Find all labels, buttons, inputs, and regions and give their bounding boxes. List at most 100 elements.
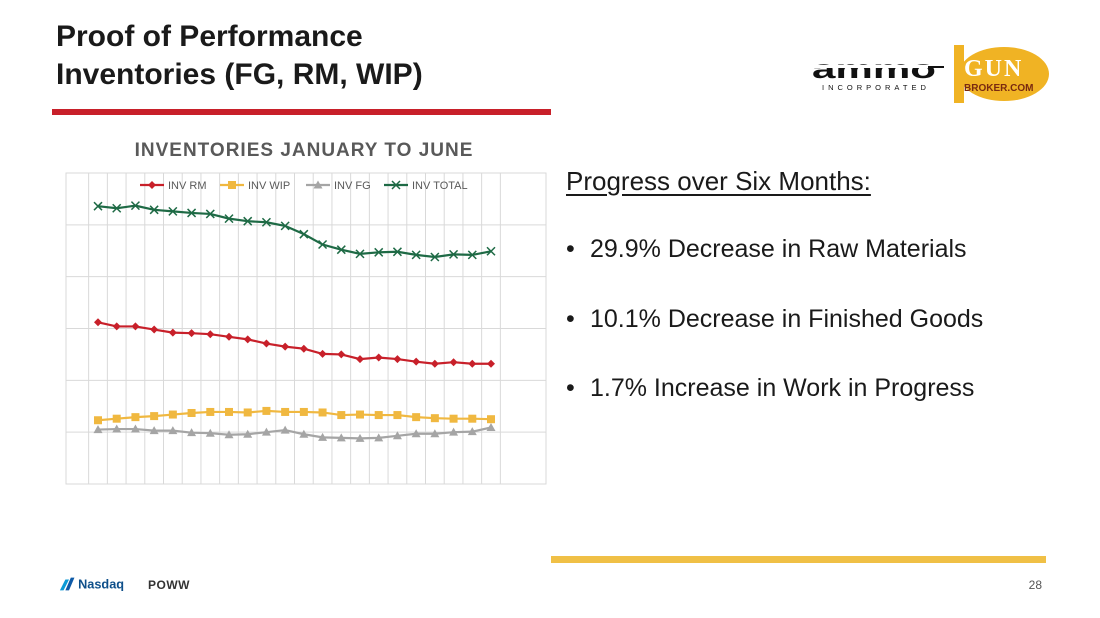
series-inv-wip [94,406,495,425]
legend-item: INV FG [306,180,371,192]
data-point [336,433,346,442]
slide-title-line2: Inventories (FG, RM, WIP) [56,58,423,91]
data-point [337,411,346,420]
data-point [411,250,421,260]
data-point [187,329,196,338]
data-point [168,426,178,435]
data-point [318,432,328,441]
progress-bullet: • 1.7% Increase in Work in Progress [566,374,975,402]
legend-item: INV TOTAL [384,180,468,192]
progress-heading: Progress over Six Months: [566,166,871,196]
data-point [356,410,364,419]
progress-bullet-text: 10.1% Decrease in Finished Goods [590,305,984,333]
data-point [449,249,459,259]
data-point [374,411,383,420]
data-point [430,359,439,368]
data-point [318,408,327,417]
legend-swatch-marker [313,180,323,189]
data-point [224,214,234,224]
data-point [280,425,290,434]
data-point [336,245,346,255]
data-point [392,247,402,257]
data-point [168,206,178,216]
slide-title: Proof of Performance Inventories (FG, RM… [56,18,423,94]
data-point [449,414,458,423]
chart-series-layer [93,201,496,442]
data-point [130,201,140,211]
legend-swatch-marker [228,181,236,189]
legend-label: INV RM [168,180,207,192]
footer-accent-rule [551,556,1046,563]
data-point [94,416,102,425]
nasdaq-logo-text: Nasdaq [78,577,124,592]
series-line [97,409,492,422]
data-point [205,428,215,437]
data-point [430,252,440,262]
data-point [112,322,121,331]
data-point [206,407,215,416]
data-point [261,217,271,227]
data-point [149,205,159,215]
gunbroker-logo-gun-text: GUN [964,56,1023,82]
data-point [356,355,364,364]
data-point [337,350,346,359]
ammo-logo-text: ammo [812,58,936,84]
data-point [468,414,477,423]
data-point [130,424,140,433]
data-point [150,412,159,421]
data-point [112,414,121,423]
data-point [486,246,496,256]
data-point [168,410,177,419]
data-point [467,250,477,260]
progress-bullet: • 10.1% Decrease in Finished Goods [566,305,984,333]
data-point [262,339,271,348]
data-point [486,423,496,432]
data-point [430,429,440,438]
data-point [206,330,215,339]
data-point [393,355,402,364]
data-point [392,431,402,440]
data-point [225,407,233,416]
data-point [243,429,253,438]
data-point [467,427,477,436]
data-point [318,349,327,358]
data-point [112,203,122,213]
nasdaq-logo: Nasdaq [59,577,124,592]
progress-bullet: • 29.9% Decrease in Raw Materials [566,235,967,263]
data-point [374,247,384,257]
data-point [411,429,421,438]
data-point [487,359,495,368]
gunbroker-logo-broker-text: BROKER.COM [964,83,1033,94]
ammo-logo: ammo INCORPORATED [812,58,944,92]
data-point [243,216,253,226]
data-point [355,433,365,442]
series-inv-total [93,201,496,262]
data-point [131,413,140,422]
data-point [112,424,122,433]
legend-label: INV WIP [248,180,290,192]
data-point [243,335,252,344]
gunbroker-logo: GUN BROKER.COM [954,45,1049,103]
data-point [149,426,159,435]
data-point [187,408,196,417]
series-inv-fg [93,423,496,442]
data-point [468,359,477,368]
data-point [393,411,402,420]
legend-label: INV TOTAL [412,180,468,192]
data-point [412,357,421,366]
data-point [299,344,308,353]
data-point [449,358,458,367]
slide-title-line1: Proof of Performance [56,20,363,53]
data-point [224,430,234,439]
data-point [281,407,290,416]
data-point [281,342,290,351]
data-point [374,353,383,362]
data-point [243,408,252,417]
progress-panel: Progress over Six Months: [566,166,1066,197]
data-point [150,325,159,334]
ammo-logo-subtext: INCORPORATED [822,83,930,92]
page-number: 28 [1028,578,1042,592]
data-point [261,427,271,436]
data-point [355,249,365,259]
